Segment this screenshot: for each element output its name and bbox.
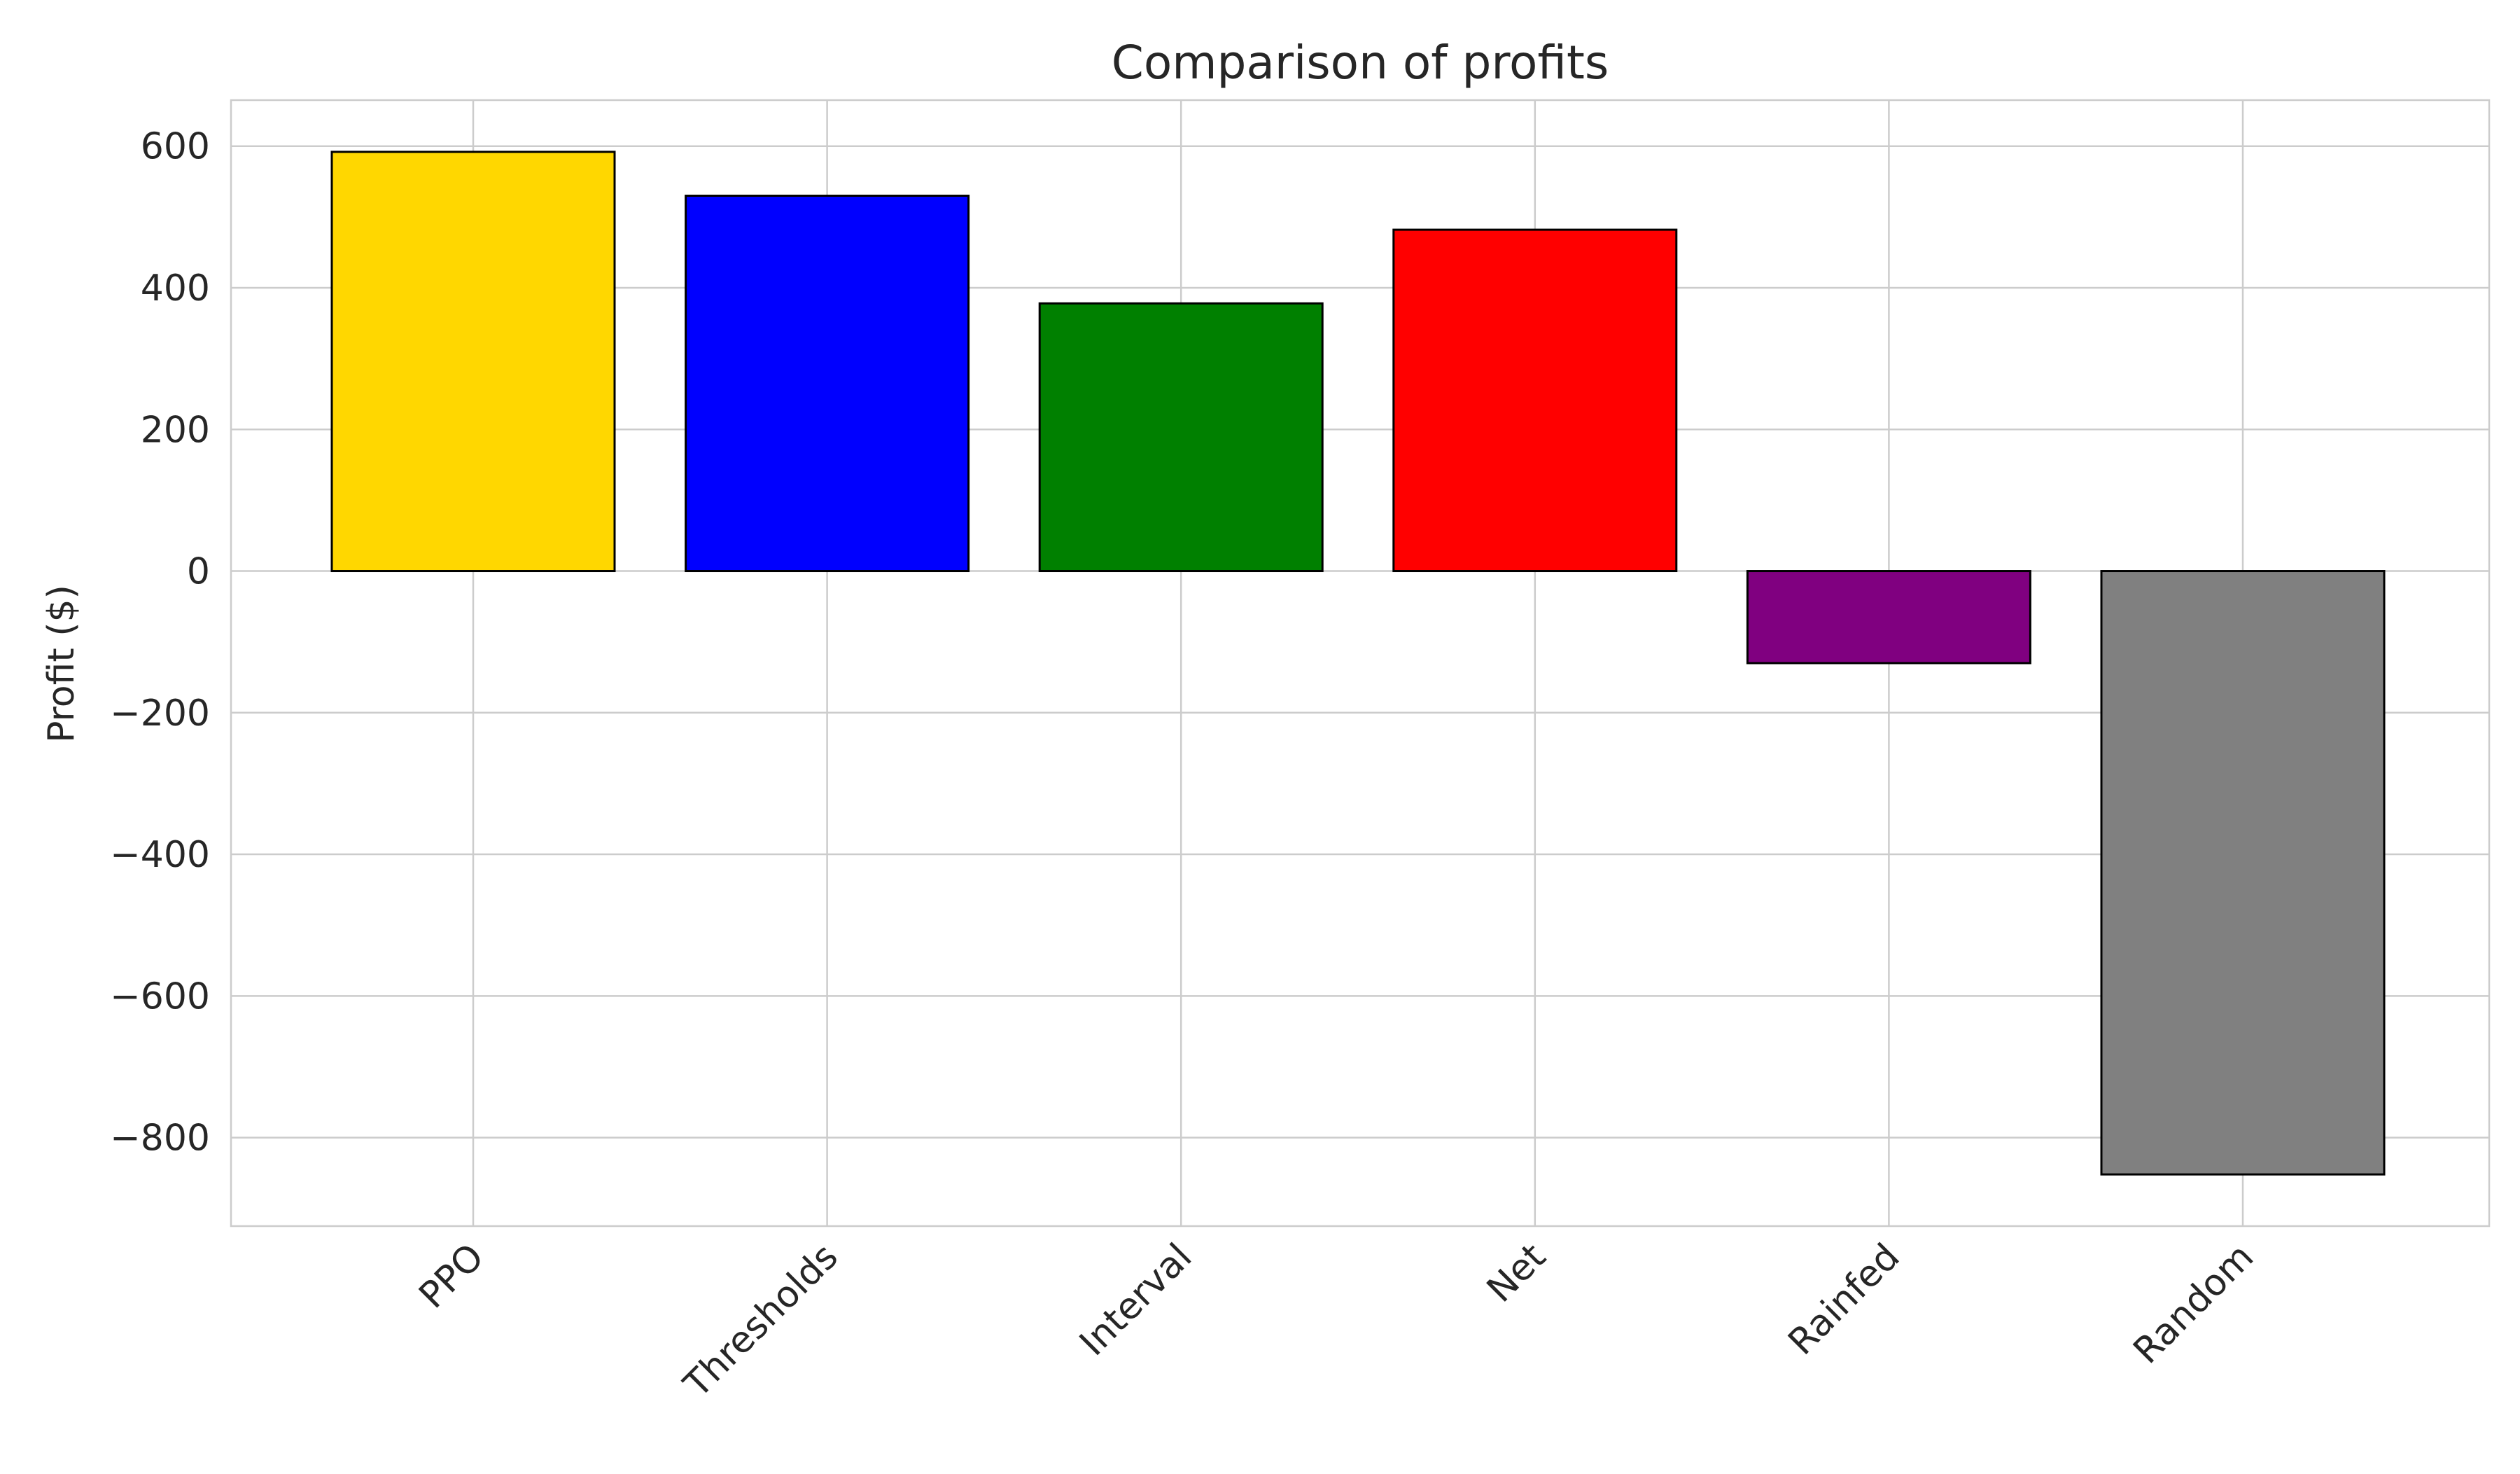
bar-rainfed xyxy=(1746,570,2031,665)
bar-ppo xyxy=(330,151,616,573)
y-tick-label: −200 xyxy=(110,693,210,735)
y-tick-label: −400 xyxy=(110,834,210,876)
bar-layer xyxy=(330,151,2386,1176)
y-axis-label: Profit ($) xyxy=(41,585,83,743)
y-tick-label: 200 xyxy=(141,409,210,451)
y-tick-label: −600 xyxy=(110,975,210,1017)
y-tick-label: 400 xyxy=(141,267,210,310)
chart-title: Comparison of profits xyxy=(1112,36,1609,90)
plot-area-frame xyxy=(230,99,2491,1228)
y-tick-label: 0 xyxy=(187,551,210,593)
y-tick-label: −800 xyxy=(110,1118,210,1160)
y-tick-labels: 600 400 200 0 −200 −400 −600 −800 xyxy=(110,126,210,1160)
bar-random xyxy=(2100,570,2386,1176)
bar-thresholds xyxy=(685,195,970,573)
bar-net xyxy=(1392,228,1678,573)
y-tick-label: 600 xyxy=(141,126,210,168)
bar-interval xyxy=(1038,302,1324,573)
